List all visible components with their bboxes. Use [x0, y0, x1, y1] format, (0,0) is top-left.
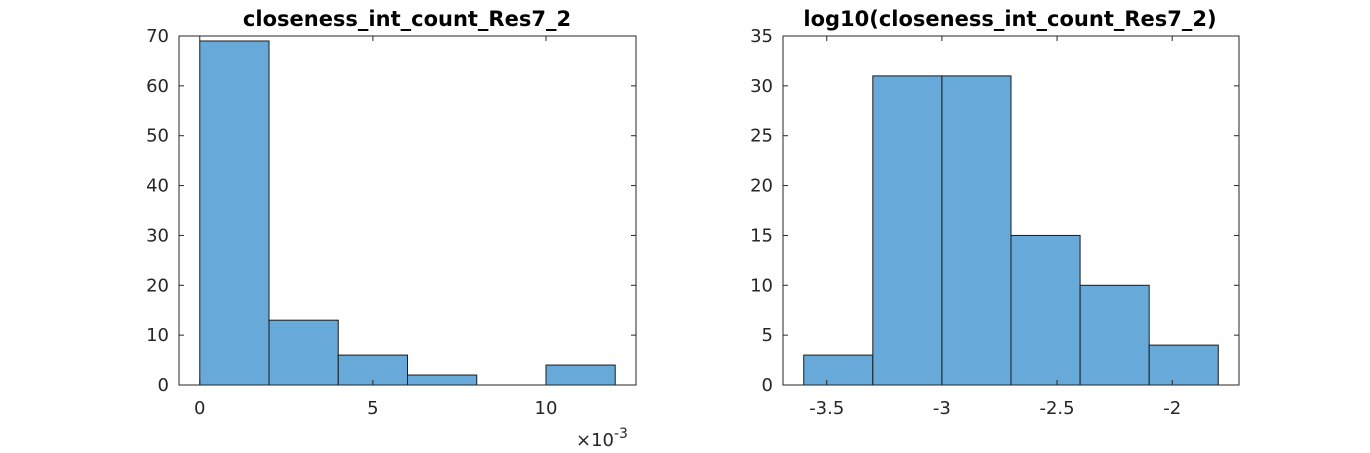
histogram-bar [941, 75, 1012, 386]
y-tick-label: 15 [750, 225, 773, 246]
y-tick-label: 10 [146, 325, 169, 346]
histogram-right: log10(closeness_int_count_Res7_2) -3.5 -3… [750, 7, 1240, 419]
x-tick-label: -2 [1163, 398, 1181, 419]
histogram-bar [803, 354, 874, 386]
y-tick-label: 30 [750, 76, 773, 97]
x-tick-label: 0 [194, 398, 205, 419]
y-tick-label: 50 [146, 126, 169, 147]
y-tick-label: 35 [750, 26, 773, 47]
axes-box [782, 35, 1240, 386]
histogram-bar [545, 364, 616, 386]
histogram-bar [199, 40, 270, 386]
y-tick-label: 25 [750, 126, 773, 147]
histogram-bar [1079, 284, 1150, 386]
y-tick-label: 20 [146, 275, 169, 296]
histogram-bar [1148, 344, 1219, 386]
y-tick-label: 10 [750, 275, 773, 296]
axes-box [178, 35, 637, 386]
x-tick-label: -2.5 [1039, 398, 1074, 419]
y-tick-label: 30 [146, 225, 169, 246]
histogram-bar [268, 319, 339, 386]
y-tick-label: 40 [146, 176, 169, 197]
x-tick-label: 5 [367, 398, 378, 419]
histogram-bar [872, 75, 943, 386]
y-tick-label: 5 [762, 325, 773, 346]
y-tick-label: 0 [762, 375, 773, 396]
y-tick-label: 20 [750, 176, 773, 197]
histogram-bar [407, 374, 478, 386]
histogram-left: closeness_int_count_Res7_2 0 5 10 0 10 20 30 40… [146, 7, 637, 451]
x-tick-label: -3.5 [809, 398, 844, 419]
chart-title: log10(closeness_int_count_Res7_2) [803, 7, 1216, 31]
chart-title: closeness_int_count_Res7_2 [243, 7, 571, 31]
histogram-bar [1010, 234, 1081, 386]
x-axis-exponent: ×10-3 [576, 426, 628, 451]
y-tick-label: 60 [146, 76, 169, 97]
x-tick-label: 10 [535, 398, 558, 419]
y-tick-label: 70 [146, 26, 169, 47]
x-tick-label: -3 [933, 398, 951, 419]
y-tick-label: 0 [158, 375, 169, 396]
